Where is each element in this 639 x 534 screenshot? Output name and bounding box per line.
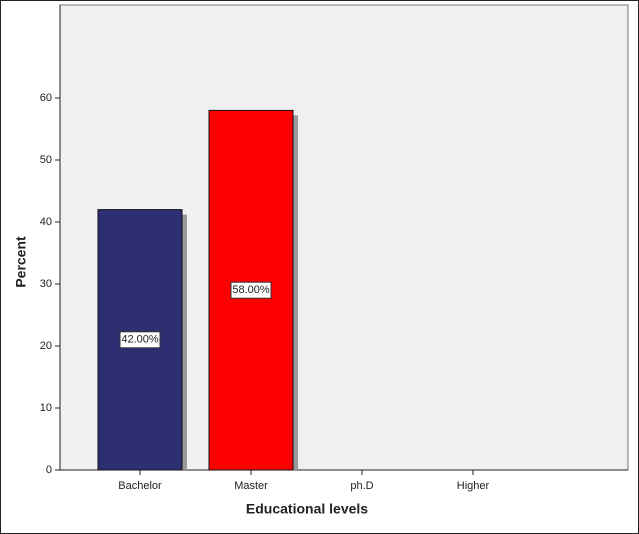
value-label: 58.00%	[232, 284, 270, 296]
value-label-box	[119, 331, 161, 349]
y-tick-label: 50	[40, 154, 52, 166]
y-tick-label: 60	[40, 92, 52, 104]
x-tick-label: Master	[234, 480, 268, 492]
y-tick-label: 10	[40, 402, 52, 414]
x-tick-label: Bachelor	[118, 480, 162, 492]
y-tick-label: 40	[40, 216, 52, 228]
y-tick-label: 0	[46, 464, 52, 476]
value-label-box	[230, 281, 272, 299]
x-tick-label: Higher	[457, 480, 490, 492]
y-tick-label: 20	[40, 340, 52, 352]
y-tick-label: 30	[40, 278, 52, 290]
value-label: 42.00%	[121, 334, 159, 346]
x-tick-label: ph.D	[350, 480, 373, 492]
x-axis-title: Educational levels	[246, 501, 368, 517]
y-axis-title: Percent	[13, 236, 29, 288]
